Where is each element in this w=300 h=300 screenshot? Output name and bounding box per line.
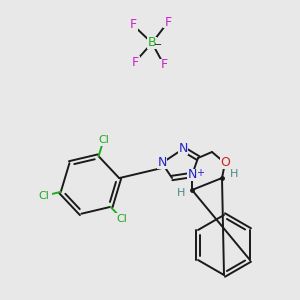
- Text: Cl: Cl: [98, 135, 109, 145]
- Text: O: O: [220, 157, 230, 169]
- Text: B: B: [148, 37, 156, 50]
- Text: H: H: [230, 169, 238, 179]
- FancyBboxPatch shape: [96, 134, 111, 146]
- FancyBboxPatch shape: [176, 187, 186, 199]
- Text: F: F: [160, 58, 168, 71]
- FancyBboxPatch shape: [187, 169, 197, 181]
- Text: F: F: [164, 16, 172, 28]
- FancyBboxPatch shape: [229, 168, 239, 180]
- FancyBboxPatch shape: [178, 143, 188, 155]
- FancyBboxPatch shape: [220, 157, 230, 169]
- Text: +: +: [196, 168, 204, 178]
- FancyBboxPatch shape: [37, 190, 52, 202]
- Text: F: F: [129, 19, 137, 32]
- Text: −: −: [154, 40, 162, 50]
- Text: F: F: [131, 56, 139, 68]
- FancyBboxPatch shape: [147, 37, 157, 49]
- Text: N: N: [157, 157, 167, 169]
- Text: Cl: Cl: [117, 214, 128, 224]
- FancyBboxPatch shape: [115, 213, 130, 225]
- Text: N: N: [187, 169, 197, 182]
- FancyBboxPatch shape: [163, 16, 173, 28]
- Text: Cl: Cl: [39, 191, 50, 201]
- FancyBboxPatch shape: [128, 19, 138, 31]
- FancyBboxPatch shape: [159, 59, 169, 71]
- FancyBboxPatch shape: [130, 56, 140, 68]
- Text: N: N: [178, 142, 188, 155]
- FancyBboxPatch shape: [157, 157, 167, 169]
- Text: H: H: [177, 188, 185, 198]
